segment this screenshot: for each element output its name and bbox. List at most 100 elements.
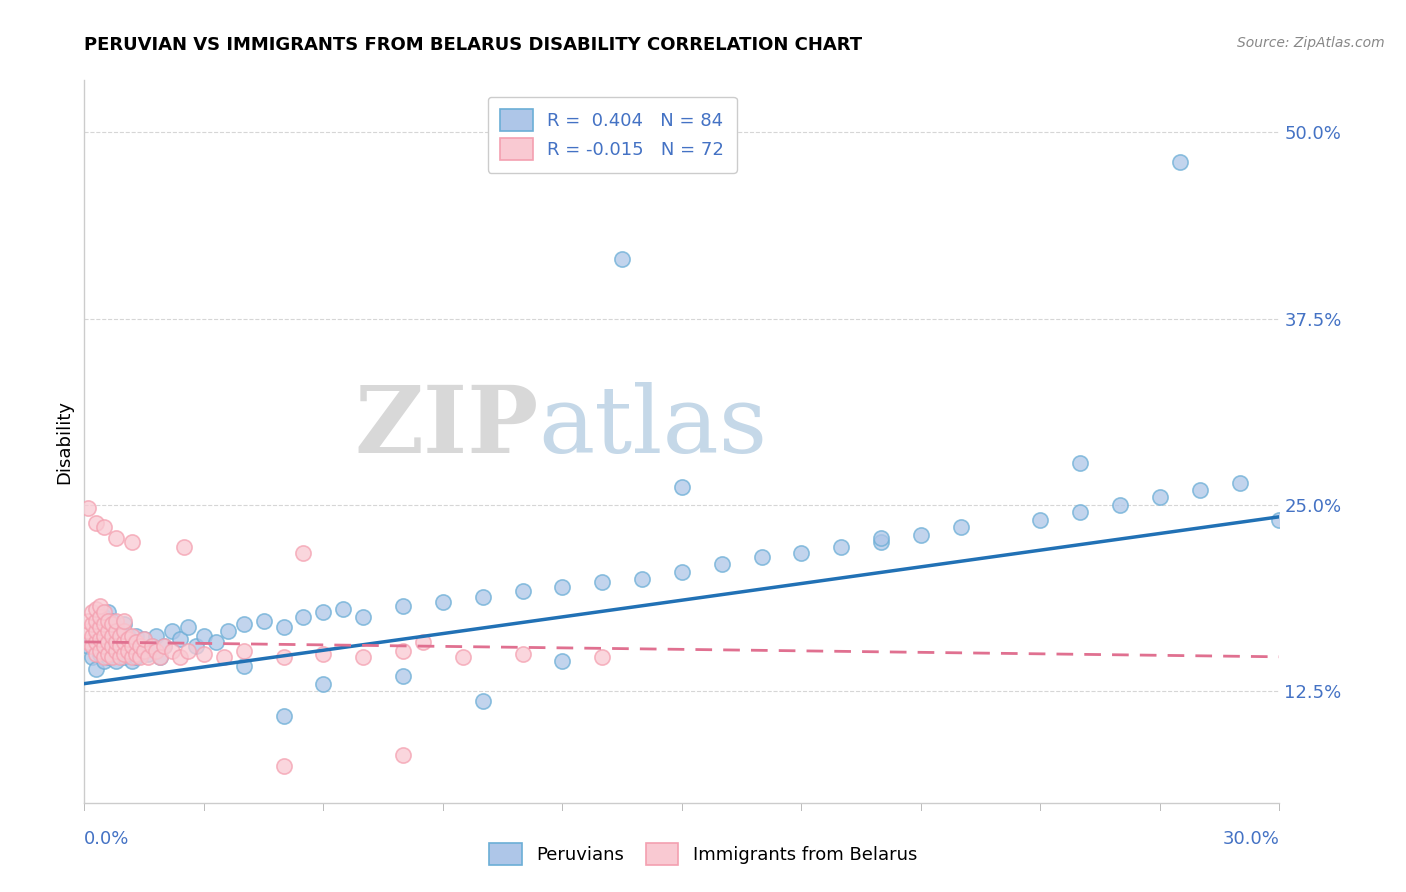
Point <box>93 644 115 658</box>
Point <box>105 635 128 649</box>
Point <box>790 545 813 559</box>
Point <box>232 644 254 658</box>
Point <box>129 649 152 664</box>
Point <box>93 520 115 534</box>
Point <box>77 635 100 649</box>
Point <box>105 620 128 634</box>
Point <box>86 647 108 661</box>
Point <box>205 635 228 649</box>
Point <box>184 640 207 654</box>
Point <box>612 252 634 266</box>
Point <box>471 591 494 605</box>
Point <box>101 617 124 632</box>
Point <box>93 629 115 643</box>
Point <box>125 635 148 649</box>
Point <box>136 649 159 664</box>
Point <box>217 624 239 639</box>
Point <box>193 647 215 661</box>
Point <box>110 649 132 664</box>
Text: ZIP: ZIP <box>354 382 538 472</box>
Point <box>273 709 295 723</box>
Point <box>451 649 474 664</box>
Point <box>86 614 108 628</box>
Point <box>193 629 215 643</box>
Point <box>86 624 108 639</box>
Text: Source: ZipAtlas.com: Source: ZipAtlas.com <box>1237 36 1385 50</box>
Point <box>352 609 374 624</box>
Point <box>110 629 132 643</box>
Point <box>212 649 235 664</box>
Point <box>412 635 434 649</box>
Point <box>273 620 295 634</box>
Point <box>112 614 135 628</box>
Point <box>89 599 111 614</box>
Point <box>121 535 143 549</box>
Point <box>149 649 172 664</box>
Point <box>870 535 893 549</box>
Point <box>117 629 139 643</box>
Point <box>591 649 613 664</box>
Point <box>153 640 176 654</box>
Point <box>101 649 124 664</box>
Point <box>86 635 108 649</box>
Point <box>471 694 494 708</box>
Point <box>86 624 108 639</box>
Point <box>89 644 111 658</box>
Text: 30.0%: 30.0% <box>1223 830 1279 848</box>
Point <box>105 614 128 628</box>
Point <box>93 617 115 632</box>
Point <box>112 649 135 664</box>
Point <box>101 629 124 643</box>
Point <box>292 545 315 559</box>
Point <box>117 632 139 646</box>
Text: PERUVIAN VS IMMIGRANTS FROM BELARUS DISABILITY CORRELATION CHART: PERUVIAN VS IMMIGRANTS FROM BELARUS DISA… <box>84 36 862 54</box>
Point <box>591 575 613 590</box>
Point <box>1188 483 1211 497</box>
Point <box>93 629 115 643</box>
Point <box>89 635 111 649</box>
Point <box>392 644 415 658</box>
Point <box>82 640 104 654</box>
Point <box>145 629 167 643</box>
Point <box>117 644 139 658</box>
Point <box>273 758 295 772</box>
Point <box>312 605 335 619</box>
Point <box>232 658 254 673</box>
Point <box>129 640 152 654</box>
Point <box>97 624 120 639</box>
Point <box>129 640 152 654</box>
Point <box>121 654 143 668</box>
Point <box>141 640 163 654</box>
Point <box>97 614 120 628</box>
Point <box>101 614 124 628</box>
Point <box>177 620 200 634</box>
Point <box>432 595 454 609</box>
Point <box>112 635 135 649</box>
Point <box>97 640 120 654</box>
Point <box>1149 491 1171 505</box>
Point <box>121 629 143 643</box>
Point <box>132 644 156 658</box>
Point <box>110 640 132 654</box>
Point <box>132 632 156 646</box>
Point <box>751 549 773 564</box>
Point <box>173 540 195 554</box>
Point <box>93 654 115 668</box>
Point <box>89 609 111 624</box>
Point <box>153 640 176 654</box>
Point <box>169 649 191 664</box>
Point <box>121 640 143 654</box>
Point <box>86 516 108 530</box>
Point <box>512 584 534 599</box>
Point <box>105 640 128 654</box>
Point <box>82 649 104 664</box>
Point <box>312 647 335 661</box>
Point <box>121 649 143 664</box>
Point <box>89 632 111 646</box>
Point <box>160 624 183 639</box>
Point <box>273 649 295 664</box>
Point <box>232 617 254 632</box>
Point <box>1069 505 1091 519</box>
Point <box>112 635 135 649</box>
Point <box>671 480 693 494</box>
